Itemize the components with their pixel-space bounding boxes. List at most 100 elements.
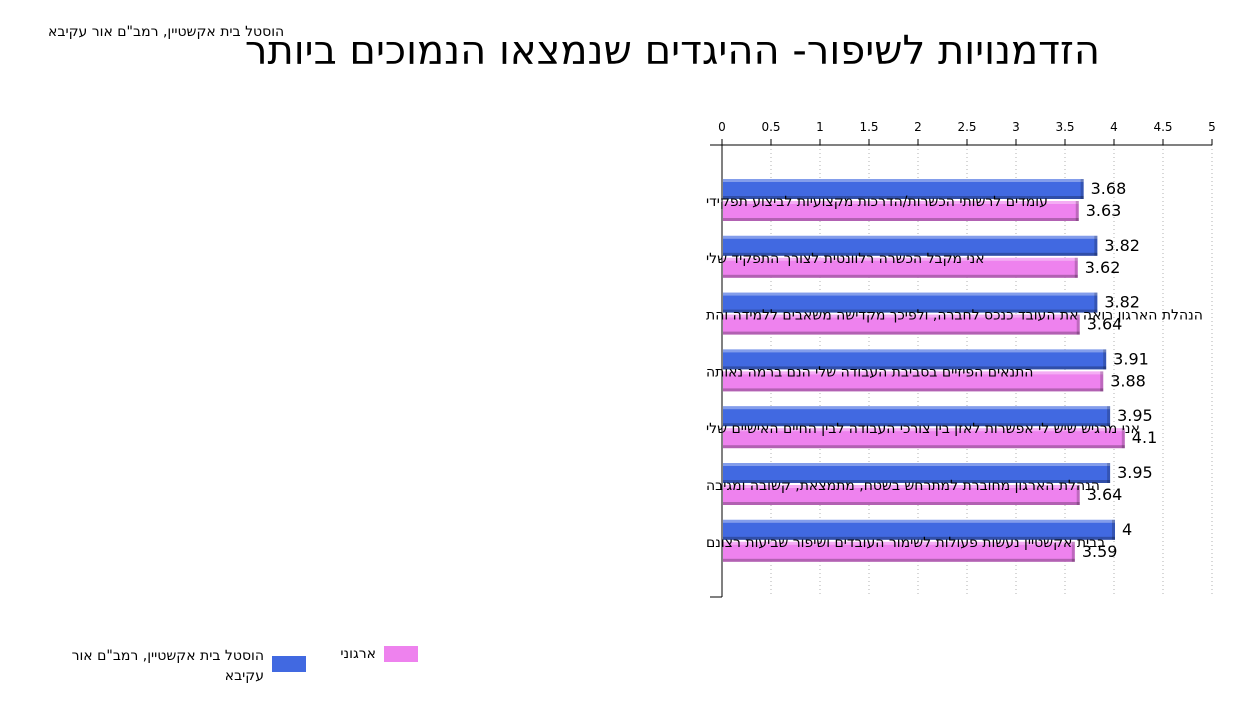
bar-highlight (723, 519, 1115, 523)
bar-edge (1075, 201, 1079, 221)
value-label: 3.95 (1117, 463, 1153, 482)
bar-shadow (723, 388, 1104, 392)
bar-edge (1076, 314, 1080, 335)
bar-shadow (723, 480, 1111, 483)
bar-shadow (723, 331, 1080, 335)
tick-label: 0 (718, 120, 726, 134)
bar-highlight (723, 179, 1084, 182)
value-label: 3.68 (1091, 179, 1127, 198)
bar-highlight (723, 428, 1125, 432)
bar-edge (1112, 519, 1115, 540)
value-label: 3.82 (1104, 293, 1140, 312)
bar-edge (1103, 349, 1107, 370)
value-label: 3.62 (1085, 258, 1121, 277)
bar (723, 406, 1111, 427)
bar-shadow (723, 502, 1080, 505)
bar (723, 463, 1111, 483)
bar-edge (1100, 371, 1104, 392)
value-label: 3.59 (1082, 542, 1118, 561)
bar-shadow (723, 196, 1084, 199)
tick-label: 3 (1012, 120, 1020, 134)
bar (723, 428, 1125, 449)
bar-edge (1107, 463, 1111, 483)
value-label: 3.91 (1113, 349, 1149, 368)
value-label: 4 (1122, 520, 1132, 539)
category-label: עומדים לרשותי הכשרות/הדרכות מקצועיות לבי… (706, 194, 1048, 210)
tick-label: 5 (1208, 120, 1216, 134)
bar (723, 349, 1107, 370)
bar (723, 257, 1078, 278)
x-axis-ticks: 0 0.5 1 1.5 2 2.5 3 3.5 4 4.5 5 (718, 120, 1216, 145)
chart-subtitle: הוסטל בית אקשטיין, רמב"ם אור עקיבא (48, 24, 285, 40)
category-label: אני מרגיש שיש לי אפשרות לאזן בין צורכי ה… (706, 421, 1140, 437)
bar-highlight (723, 201, 1079, 204)
tick-label: 2 (914, 120, 922, 134)
tick-label: 3.5 (1055, 120, 1074, 134)
tick-label: 4 (1110, 120, 1118, 134)
value-label: 3.82 (1104, 236, 1140, 255)
tick-label: 2.5 (957, 120, 976, 134)
category-label: הנהלת הארגון מחוברת למתרחש בשטח, מתמצאת,… (706, 478, 1100, 494)
bar-highlight (723, 541, 1075, 545)
bar-shadow (723, 445, 1125, 449)
category-label: אני מקבל הכשרה רלוונטית לצורך התפקיד שלי (706, 251, 985, 267)
legend-swatch-series-1 (272, 656, 306, 672)
bar-shadow (723, 218, 1079, 221)
bar-edge (1094, 292, 1098, 313)
legend-label-series-1: הוסטל בית אקשטיין, רמב"ם אור עקיבא (71, 648, 264, 684)
bar-shadow (723, 274, 1078, 278)
tick-label: 0.5 (761, 120, 780, 134)
bar-highlight (723, 406, 1111, 410)
bar-shadow (723, 366, 1107, 370)
bar-edge (1074, 257, 1078, 278)
bar-edge (1071, 541, 1075, 562)
value-label: 3.95 (1117, 406, 1153, 425)
bar-highlight (723, 257, 1078, 261)
bar-highlight (723, 371, 1104, 375)
bar-edge (1094, 235, 1098, 256)
tick-label: 1.5 (859, 120, 878, 134)
bar-highlight (723, 485, 1080, 488)
bar-edge (1076, 485, 1080, 505)
bar-shadow (723, 558, 1075, 562)
value-label: 3.64 (1087, 485, 1123, 504)
bar (723, 292, 1098, 313)
bar (723, 235, 1098, 256)
value-label: 3.88 (1110, 371, 1146, 390)
bar (723, 485, 1080, 505)
legend-label-series-2: ארגוני (340, 646, 376, 662)
bar-shadow (723, 536, 1115, 540)
axes (710, 144, 1212, 598)
bar-edge (1107, 406, 1111, 427)
value-labels: 3.68 3.63 3.82 3.62 3.82 3.64 3.91 3.88 3.95 4.1 3… (1082, 179, 1157, 561)
legend-swatch-series-2 (384, 646, 418, 662)
bar-highlight (723, 235, 1098, 239)
bar-highlight (723, 463, 1111, 466)
bar-edge (1121, 428, 1125, 449)
value-label: 3.63 (1086, 201, 1122, 220)
tick-label: 1 (816, 120, 824, 134)
category-labels: עומדים לרשותי הכשרות/הדרכות מקצועיות לבי… (706, 194, 1203, 551)
bar (723, 519, 1115, 540)
bar-highlight (723, 292, 1098, 296)
chart-title: הזדמנויות לשיפור- ההיגדים שנמצאו הנמוכים… (244, 28, 1100, 74)
category-label: התנאים הפיזיים בסביבת העבודה שלי הנם ברמ… (706, 364, 1033, 380)
bar-highlight (723, 314, 1080, 318)
value-label: 3.64 (1087, 315, 1123, 334)
bar-highlight (723, 349, 1107, 353)
bars (723, 179, 1125, 562)
bar (723, 371, 1104, 392)
category-label: הנהלת הארגון רואה את העובד כנכס לחברה, ו… (706, 308, 1203, 324)
bar (723, 179, 1084, 199)
bar-edge (1080, 179, 1084, 199)
bar-shadow (723, 252, 1098, 256)
bar (723, 201, 1079, 221)
bar-shadow (723, 309, 1098, 313)
bar (723, 541, 1075, 562)
category-label: בבית אקשטיין נעשות פעולות לשימור העובדים… (706, 535, 1105, 551)
value-label: 4.1 (1132, 428, 1157, 447)
bar (723, 314, 1080, 335)
bar-shadow (723, 423, 1111, 427)
tick-label: 4.5 (1153, 120, 1172, 134)
